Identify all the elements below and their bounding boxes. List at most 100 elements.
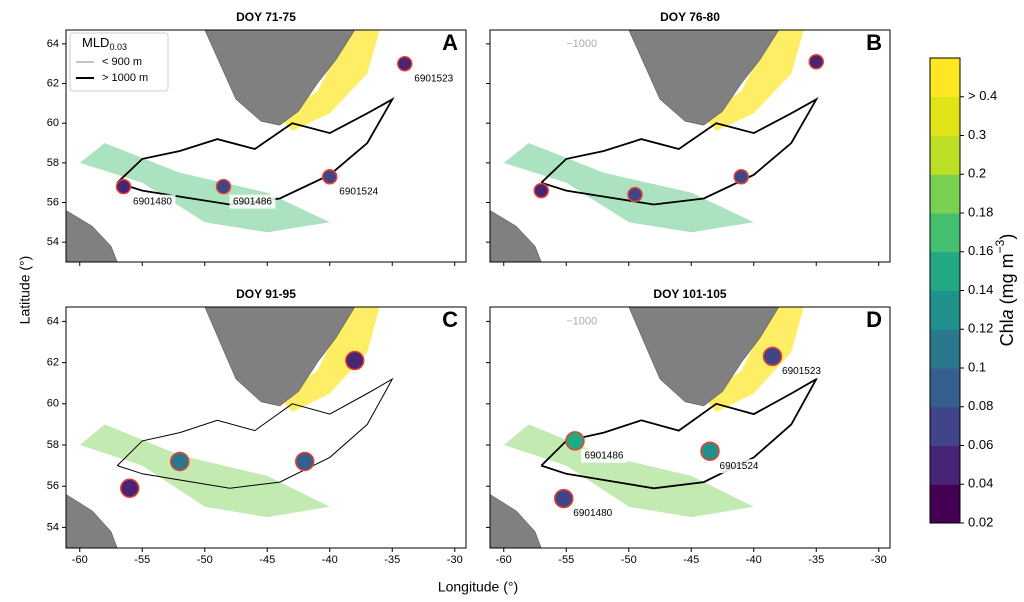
panel-letter: A (442, 30, 458, 55)
colorbar-bin (930, 251, 960, 291)
legend-entry: < 900 m (102, 56, 142, 68)
land (628, 30, 780, 126)
map-layer (66, 307, 394, 548)
y-tick-label: 56 (47, 196, 59, 208)
colorbar-tick-label: 0.02 (968, 514, 993, 529)
x-tick-label: -30 (871, 554, 887, 566)
y-tick-label: 60 (47, 398, 59, 410)
float-position (554, 488, 574, 509)
colorbar-bin (930, 445, 960, 485)
legend-entry: > 1000 m (102, 72, 148, 84)
x-tick-label: -35 (808, 554, 824, 566)
legend-title: MLD0.03 (82, 35, 127, 52)
y-tick-label: 54 (47, 521, 59, 533)
float-label-box (129, 194, 176, 209)
legend-title-sub: 0.03 (109, 42, 127, 52)
map-layer (490, 307, 819, 548)
x-tick-label: -55 (558, 554, 574, 566)
y-tick-label: 62 (47, 77, 59, 89)
float-label-box (716, 459, 762, 474)
colorbar-tick-label: 0.14 (968, 282, 993, 297)
colorbar-tick-label: 0.3 (968, 127, 986, 142)
float-position (322, 168, 338, 185)
x-tick-label: -35 (384, 554, 400, 566)
mld-contour (116, 377, 394, 489)
colorbar-label-part: a (997, 309, 1017, 319)
land (628, 307, 780, 407)
panel-title: DOY 91-95 (236, 287, 296, 301)
colorbar-tick-label: > 0.4 (968, 88, 997, 103)
float-label: 6901486 (233, 196, 272, 207)
colorbar-tick-label: 0.2 (968, 166, 986, 181)
colorbar-label-part: ) (997, 234, 1017, 240)
y-tick-label: 62 (47, 357, 59, 369)
land (204, 30, 356, 126)
colorbar-bin (930, 174, 960, 214)
colorbar-bin (930, 406, 960, 446)
colorbar-bin (930, 329, 960, 369)
float-position (627, 186, 643, 203)
x-tick-label: -50 (197, 554, 213, 566)
x-tick-label: -40 (746, 554, 762, 566)
map-layer (66, 30, 395, 262)
x-tick-label: -45 (683, 554, 699, 566)
x-tick-label: -55 (134, 554, 150, 566)
float-position (170, 451, 190, 472)
legend: MLD0.03 < 900 m > 1000 m (69, 32, 169, 92)
bloom-patch (79, 143, 330, 233)
colorbar-tick-label: 0.1 (968, 359, 986, 374)
float-label: 6901523 (414, 73, 453, 84)
panel-frame (65, 306, 467, 549)
colorbar-label-part: (mg m (997, 253, 1017, 309)
colorbar-tick-label: 0.06 (968, 437, 993, 452)
colorbar-label-part: −3 (993, 239, 1007, 253)
y-tick-label: 56 (47, 480, 59, 492)
colorbar-tick-label: 0.04 (968, 476, 993, 491)
float-label: 6901480 (573, 508, 612, 519)
colorbar-label-part: Chl (997, 319, 1017, 346)
land (490, 494, 542, 548)
float-label-box (229, 194, 276, 209)
float-label-box (581, 448, 627, 463)
x-axis-label: Longitude (°) (438, 579, 518, 595)
panel-title: DOY 76-80 (660, 10, 720, 24)
y-tick-label: 64 (47, 38, 59, 50)
mld-contour (540, 376, 819, 490)
x-tick-label: -60 (496, 554, 512, 566)
x-tick-label: -60 (72, 554, 88, 566)
y-tick-label: 54 (47, 236, 59, 248)
y-axis-label: Latitude (°) (17, 256, 33, 325)
float-position (733, 168, 749, 185)
colorbar-tick-label: 0.18 (968, 204, 993, 219)
colorbar-bin (930, 368, 960, 408)
legend-title-main: MLD (82, 35, 109, 50)
float-label-box (778, 364, 825, 379)
float-position (115, 178, 132, 195)
colorbar-tick-label: 0.12 (968, 321, 993, 336)
float-position (120, 478, 140, 499)
land (66, 210, 118, 262)
y-tick-label: 60 (47, 117, 59, 129)
float-label-box (335, 184, 382, 199)
float-position (215, 178, 232, 195)
legend-box (69, 32, 169, 92)
float-label-box (569, 506, 616, 521)
x-tick-label: -40 (322, 554, 338, 566)
map-layer (490, 30, 819, 262)
x-tick-label: -30 (447, 554, 463, 566)
panel-frame (65, 29, 467, 263)
contour-label: −1000 (566, 38, 597, 50)
map-panel: DOY 101-105 D −1000 -60 -55 -50 -45 -40 -35 -30 69… (486, 287, 891, 566)
bloom-patch (79, 424, 330, 518)
float-position (700, 441, 720, 461)
colorbar-bin (930, 484, 960, 524)
map-panel: DOY 71-75 A 54 56 58 60 62 64 6901523 6901486 6901… (47, 10, 467, 266)
mld-contour (116, 97, 395, 206)
bloom-patch (503, 143, 754, 233)
x-tick-label: -50 (621, 554, 637, 566)
float-position (808, 53, 824, 70)
colorbar-bin (930, 213, 960, 253)
colorbar-label: Chla (mg m−3) (993, 234, 1017, 347)
float-label: 6901486 (585, 451, 624, 462)
